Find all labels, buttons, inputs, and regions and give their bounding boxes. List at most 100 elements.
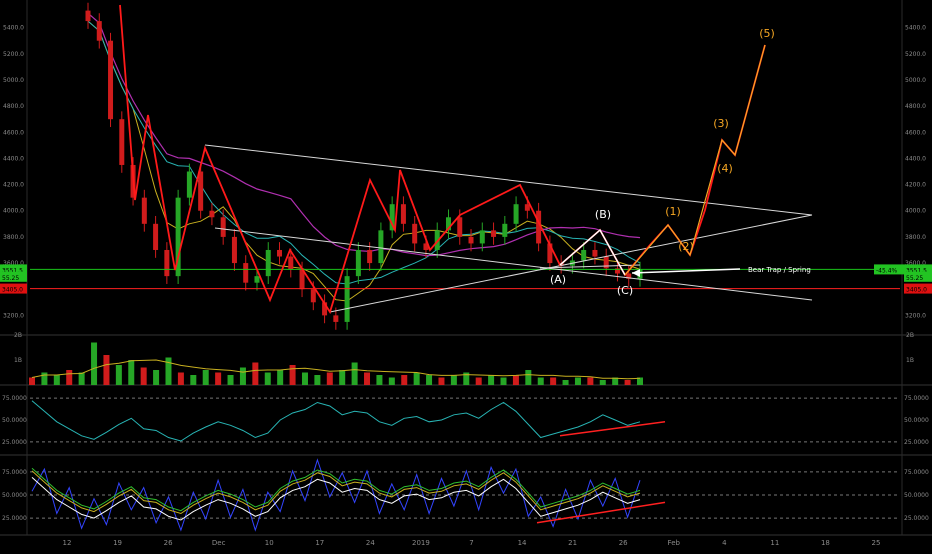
stoch-line xyxy=(31,467,641,512)
stoch-tick-left: 75.0000 xyxy=(2,469,27,476)
candle-body xyxy=(626,273,632,279)
candle-body xyxy=(254,276,260,283)
rsi-tick-right: 25.0000 xyxy=(904,439,929,446)
volume-tick-left: 1B xyxy=(14,357,22,364)
trendline xyxy=(329,214,813,313)
price-tag-right-text: 3405.0 xyxy=(906,287,927,294)
wave-label: (B) xyxy=(595,208,611,221)
wave-label: (4) xyxy=(717,162,733,175)
volume-bar xyxy=(450,375,457,385)
stoch-tick-right: 25.0000 xyxy=(904,515,929,522)
price-tag-left-text: 55.25 xyxy=(2,275,19,282)
candle-body xyxy=(322,302,328,316)
volume-bar xyxy=(488,375,495,385)
volume-bar xyxy=(202,370,209,385)
volume-bar xyxy=(339,370,346,385)
date-tick: 10 xyxy=(265,539,274,547)
wave-label: (5) xyxy=(759,27,775,40)
date-tick: 17 xyxy=(315,539,324,547)
candle-body xyxy=(108,40,114,120)
volume-tick-right: 2B xyxy=(906,332,914,339)
date-tick: 19 xyxy=(113,539,122,547)
volume-tick-right: 1B xyxy=(906,357,914,364)
volume-bar xyxy=(401,375,408,385)
candle-body xyxy=(389,204,395,231)
volume-bar xyxy=(364,372,371,385)
trendlines xyxy=(30,144,900,313)
candle-body xyxy=(85,10,91,22)
price-tag-left xyxy=(0,264,27,275)
price-tick-right: 5200.0 xyxy=(905,51,926,58)
volume-bar xyxy=(128,360,135,385)
volume-bar xyxy=(239,367,246,385)
rsi-tick-right: 75.0000 xyxy=(904,395,929,402)
price-tick-left: 4400.0 xyxy=(3,155,24,162)
price-tag-right xyxy=(904,271,932,282)
candle-body xyxy=(536,210,542,244)
price-candles xyxy=(85,2,643,330)
wave-label: (C) xyxy=(617,284,633,297)
price-tick-left: 4600.0 xyxy=(3,129,24,136)
volume-bar xyxy=(562,380,569,385)
date-tick: 18 xyxy=(821,539,830,547)
volume-bar xyxy=(512,375,519,385)
volume-bar xyxy=(475,377,482,385)
candle-body xyxy=(153,223,159,250)
volume-bar xyxy=(140,367,147,385)
volume-bar xyxy=(413,372,420,385)
date-tick: 26 xyxy=(619,539,628,547)
candle-body xyxy=(547,243,553,264)
volume-bar xyxy=(252,362,259,385)
price-tag-extra xyxy=(874,264,904,275)
date-tick: 12 xyxy=(63,539,72,547)
volume-panel xyxy=(29,342,643,385)
volume-bar xyxy=(525,370,532,385)
price-tag-extra-text: -45.4% xyxy=(876,267,898,274)
candle-body xyxy=(119,119,125,165)
price-tick-right: 4800.0 xyxy=(905,103,926,110)
candle-body xyxy=(243,263,249,283)
date-tick: Feb xyxy=(668,539,681,547)
candle-body xyxy=(378,230,384,264)
candle-body xyxy=(367,249,373,264)
trendline xyxy=(539,264,641,269)
date-tick: 7 xyxy=(469,539,473,547)
price-tick-left: 4000.0 xyxy=(3,208,24,215)
wave-label: (3) xyxy=(713,117,729,130)
volume-bar xyxy=(550,377,557,385)
volume-bar xyxy=(53,375,60,385)
price-tick-right: 4000.0 xyxy=(905,208,926,215)
candle-body xyxy=(468,236,474,244)
wave-label: (2) xyxy=(678,240,694,253)
date-tick: 21 xyxy=(568,539,577,547)
candle-body xyxy=(141,197,147,224)
volume-bar xyxy=(277,370,284,385)
stoch-tick-left: 50.0000 xyxy=(2,492,27,499)
rsi-line xyxy=(31,400,641,442)
price-tick-right: 5400.0 xyxy=(905,25,926,32)
candle-body xyxy=(592,249,598,257)
rsi-tick-left: 25.0000 xyxy=(2,439,27,446)
volume-bar xyxy=(301,372,308,385)
volume-bar xyxy=(500,377,507,385)
volume-bar xyxy=(177,372,184,385)
volume-bar xyxy=(66,370,73,385)
candle-body xyxy=(277,249,283,257)
ma-cyan xyxy=(87,20,641,285)
price-tick-right: 5000.0 xyxy=(905,77,926,84)
volume-bar xyxy=(587,377,594,385)
volume-bar xyxy=(29,377,35,385)
volume-bar xyxy=(537,377,544,385)
date-tick: 25 xyxy=(872,539,881,547)
volume-bar xyxy=(190,375,197,385)
candle-body xyxy=(175,197,181,277)
elliott-wave: (A) (B) (C) (1) (2) (3) (4) (5) Bear Trap / Spri… xyxy=(119,4,811,315)
rsi-panel xyxy=(30,397,900,443)
volume-bar xyxy=(376,375,383,385)
candle-body xyxy=(344,276,350,322)
price-tick-right: 4200.0 xyxy=(905,182,926,189)
volume-bar xyxy=(115,365,122,385)
stoch-tick-right: 75.0000 xyxy=(904,469,929,476)
